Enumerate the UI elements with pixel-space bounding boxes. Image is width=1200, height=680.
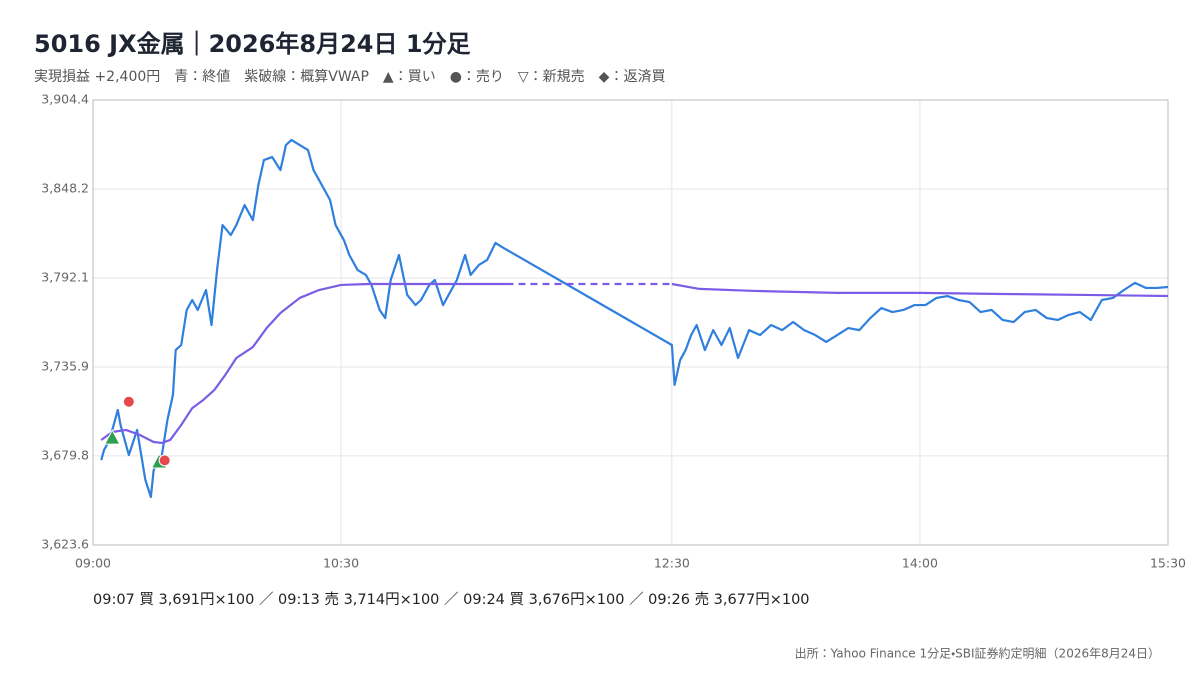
y-tick-label: 3,848.2	[41, 181, 89, 196]
chart-title: 5016 JX金属｜2026年8月24日 1分足	[34, 30, 471, 58]
y-tick-label: 3,792.1	[41, 269, 89, 284]
x-tick-label: 12:30	[654, 556, 690, 571]
buy-marker	[103, 429, 121, 445]
x-tick-label: 14:00	[902, 556, 938, 571]
source-note: 出所：Yahoo Finance 1分足・SBI証券約定明細（2026年8月24…	[795, 646, 1160, 661]
trade-summary: 09:07 買 3,691円×100 ／ 09:13 売 3,714円×100 …	[93, 591, 810, 608]
close-line	[100, 138, 1169, 499]
sell-marker	[158, 454, 171, 467]
y-tick-label: 3,623.6	[41, 537, 89, 552]
y-tick-label: 3,679.8	[41, 447, 89, 462]
x-tick-label: 10:30	[323, 556, 359, 571]
chart-subtitle: 実現損益 +2,400円 青：終値 紫破線：概算VWAP ▲：買い ●：売り ▽…	[34, 69, 665, 85]
x-tick-label: 09:00	[75, 556, 111, 571]
vwap-line	[100, 282, 507, 445]
sell-marker	[122, 395, 135, 408]
plot-frame	[92, 99, 1169, 546]
vwap-line	[671, 282, 1169, 298]
x-tick-label: 15:30	[1150, 556, 1186, 571]
y-tick-label: 3,735.9	[41, 359, 89, 374]
y-tick-label: 3,904.4	[41, 92, 89, 107]
